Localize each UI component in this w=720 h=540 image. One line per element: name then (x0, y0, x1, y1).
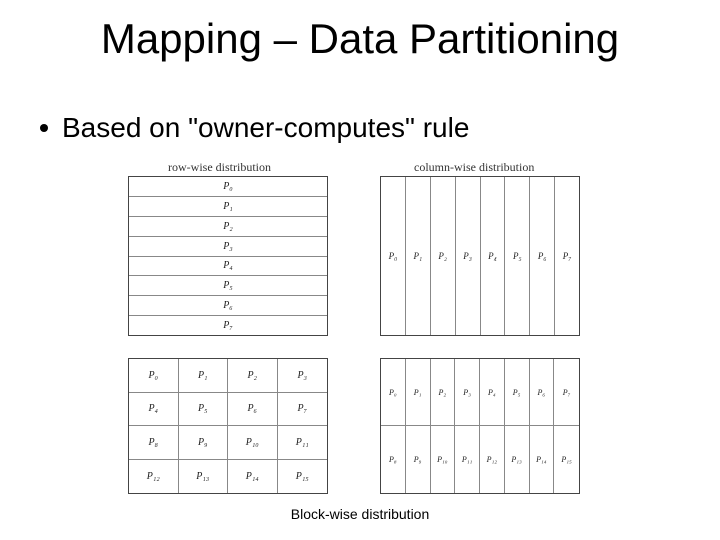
col-partition: P₀ (381, 177, 406, 335)
block-cell: P₁₀ (431, 426, 456, 493)
block-cell: P₆ (530, 359, 555, 426)
block-cell: P₁ (179, 359, 229, 393)
block-cell: P₂ (431, 359, 456, 426)
col-partition: P₇ (555, 177, 579, 335)
col-partition: P₅ (505, 177, 530, 335)
block-cell: P₁₃ (505, 426, 530, 493)
block-cell: P₇ (278, 393, 328, 427)
block-cell: P₁ (406, 359, 431, 426)
row-partition: P₂ (129, 217, 327, 237)
block-cell: P₅ (505, 359, 530, 426)
bullet-item: Based on "owner-computes" rule (40, 112, 469, 144)
block-cell: P₇ (554, 359, 579, 426)
col-partition: P₁ (406, 177, 431, 335)
block-cell: P₈ (129, 426, 179, 460)
block-cell: P₁₂ (480, 426, 505, 493)
block-cell: P₅ (179, 393, 229, 427)
block-4x4-diagram: P₀ P₁ P₂ P₃ P₄ P₅ P₆ P₇ P₈ P₉ P₁₀ P₁₁ P₁… (128, 358, 328, 494)
block-cell: P₀ (381, 359, 406, 426)
colwise-diagram: P₀ P₁ P₂ P₃ P₄ P₅ P₆ P₇ (380, 176, 580, 336)
col-partition: P₆ (530, 177, 555, 335)
block-cell: P₉ (179, 426, 229, 460)
bullet-text: Based on "owner-computes" rule (62, 112, 469, 144)
row-partition: P₆ (129, 296, 327, 316)
block-cell: P₁₂ (129, 460, 179, 494)
block-cell: P₁₁ (278, 426, 328, 460)
slide: Mapping – Data Partitioning Based on "ow… (0, 0, 720, 540)
colwise-label: column-wise distribution (414, 160, 534, 175)
block-cell: P₁₄ (228, 460, 278, 494)
rowwise-label: row-wise distribution (168, 160, 271, 175)
block-cell: P₁₅ (554, 426, 579, 493)
block-cell: P₁₅ (278, 460, 328, 494)
block-cell: P₀ (129, 359, 179, 393)
row-partition: P₅ (129, 276, 327, 296)
block-cell: P₃ (278, 359, 328, 393)
row-partition: P₃ (129, 237, 327, 257)
block-cell: P₄ (129, 393, 179, 427)
block-cell: P₈ (381, 426, 406, 493)
slide-title: Mapping – Data Partitioning (0, 16, 720, 62)
block-2x8-diagram: P₀ P₁ P₂ P₃ P₄ P₅ P₆ P₇ P₈ P₉ P₁₀ P₁₁ P₁… (380, 358, 580, 494)
block-cell: P₂ (228, 359, 278, 393)
block-cell: P₃ (455, 359, 480, 426)
block-cell: P₆ (228, 393, 278, 427)
col-partition: P₄ (481, 177, 506, 335)
block-cell: P₉ (406, 426, 431, 493)
row-partition: P₄ (129, 257, 327, 277)
block-cell: P₁₃ (179, 460, 229, 494)
block-cell: P₁₀ (228, 426, 278, 460)
bullet-icon (40, 124, 48, 132)
row-partition: P₀ (129, 177, 327, 197)
blockwise-caption: Block-wise distribution (0, 506, 720, 522)
rowwise-diagram: P₀ P₁ P₂ P₃ P₄ P₅ P₆ P₇ (128, 176, 328, 336)
block-cell: P₁₁ (455, 426, 480, 493)
col-partition: P₂ (431, 177, 456, 335)
row-partition: P₁ (129, 197, 327, 217)
col-partition: P₃ (456, 177, 481, 335)
block-cell: P₄ (480, 359, 505, 426)
block-cell: P₁₄ (530, 426, 555, 493)
row-partition: P₇ (129, 316, 327, 335)
